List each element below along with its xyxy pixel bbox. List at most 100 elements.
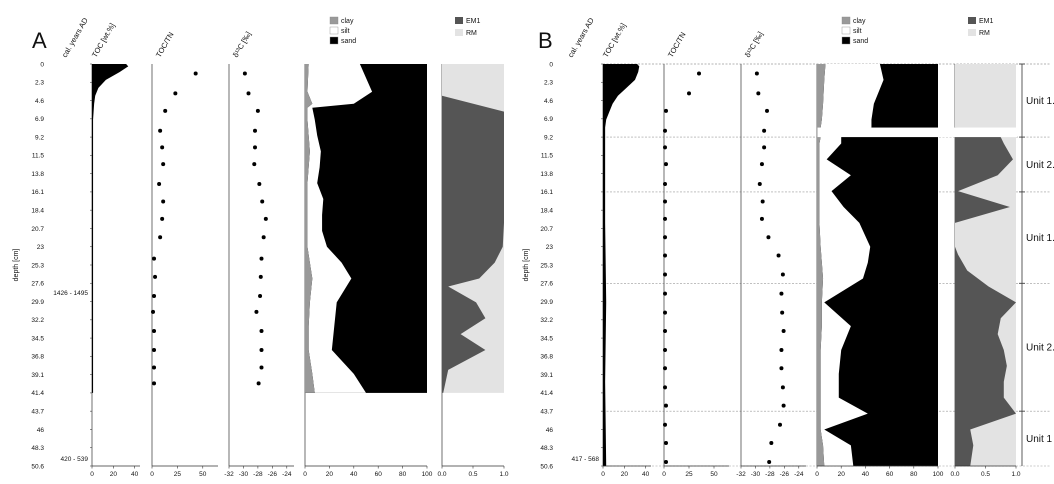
panel-a-em-tick-0: 0.0: [437, 471, 446, 478]
panel-a-depth-tick-8: 18.4: [31, 207, 44, 214]
panel-a-legend-clay: clay: [341, 18, 354, 25]
panel-b-d13c-point-18: [781, 403, 786, 408]
panel-b-legend-swatch-em1: [968, 17, 976, 24]
panel-a-d13c-point-7: [260, 199, 265, 204]
panel-a-tocn-point-1: [173, 91, 178, 96]
panel-a-tocn-point-8: [160, 216, 165, 221]
panel-a-tocn-title: TOC/TN: [154, 30, 176, 59]
panel-b-d13c-title: δ¹³C [‰]: [743, 30, 765, 59]
panel-a-age-header: cal. years AD: [60, 16, 90, 59]
panel-b-d13c-point-5: [759, 162, 764, 167]
panel-a-d13c-point-13: [254, 309, 259, 314]
panel-a-d13c-title: δ¹³C [‰]: [231, 30, 253, 59]
panel-a-grain-tick-3: 60: [375, 471, 383, 478]
panel-b-d13c-tick-1: -30: [751, 471, 761, 478]
panel-b-tocn-point-14: [663, 328, 667, 333]
panel-b-em-tick-0: 0.0: [950, 471, 959, 478]
panel-b-tocn-point-1: [687, 91, 691, 96]
panel-b-d13c-point-14: [781, 328, 786, 333]
panel-a-d13c-tick-0: -32: [224, 471, 234, 478]
panel-b-depth-tick-6: 13.8: [540, 171, 553, 178]
panel-b-depth-tick-2: 4.6: [544, 98, 553, 105]
panel-b-depth-tick-8: 18.4: [540, 207, 553, 214]
panel-a-depth-tick-21: 48.3: [31, 445, 44, 452]
panel-b-d13c-point-6: [757, 181, 762, 186]
panel-b-legend-silt: silt: [853, 28, 862, 35]
panel-a-legend-swatch-sand: [329, 36, 339, 45]
panel-a-legend-swatch-em1: [455, 17, 463, 24]
panel-a-d13c-point-10: [259, 256, 264, 261]
panel-b-depth-tick-18: 41.4: [540, 390, 553, 397]
panel-a-depth-tick-19: 43.7: [31, 408, 44, 415]
panel-a-grain-tick-1: 20: [326, 471, 334, 478]
panel-b-d13c-point-15: [779, 348, 784, 353]
panel-b-d13c-point-12: [779, 291, 784, 296]
panel-a-tocn-point-12: [152, 293, 157, 298]
panel-b-depth-tick-10: 23: [546, 244, 554, 251]
panel-b-depth-tick-5: 11.5: [541, 153, 554, 160]
panel-a-letter: A: [32, 28, 47, 53]
panel-a-depth-tick-0: 0: [40, 61, 44, 68]
panel-b-depth-tick-0: 0: [549, 61, 553, 68]
panel-b-em1-area: [955, 64, 1016, 466]
panel-a-d13c-point-8: [263, 216, 268, 221]
panel-a-depth-tick-4: 9.2: [35, 134, 44, 141]
panel-a-depth-tick-9: 20.7: [31, 226, 44, 233]
panel-a-em1-area: [442, 64, 504, 393]
panel-a-grain-tick-4: 80: [399, 471, 407, 478]
panel-b-d13c-point-11: [780, 272, 785, 277]
panel-b-depth-tick-22: 50.6: [540, 463, 553, 470]
panel-b-tocn-point-4: [663, 145, 667, 150]
panel-a-toc-area: [92, 64, 129, 393]
panel-b-em-gap: [954, 127, 1017, 138]
panel-b-grain-tick-1: 20: [838, 471, 846, 478]
panel-b-toc-tick-1: 20: [621, 471, 629, 478]
panel-b-age-header: cal. years AD: [566, 16, 596, 59]
panel-a-tocn-tick-2: 50: [199, 471, 207, 478]
panel-a-silt-area: [307, 64, 373, 393]
panel-b-d13c-point-13: [780, 310, 785, 315]
panel-b-tocn-point-9: [663, 235, 667, 240]
panel-b-depth-tick-13: 29.9: [540, 299, 553, 306]
panel-a-grain-tick-0: 0: [303, 471, 307, 478]
panel-a-tocn-point-9: [158, 235, 163, 240]
panel-b-d13c-point-2: [765, 108, 769, 113]
panel-b-tocn-point-18: [664, 403, 668, 408]
panel-a-legend-sand: sand: [341, 38, 356, 45]
panel-b-tocn-title: TOC/TN: [666, 30, 688, 59]
panel-b-grain-gap: [817, 127, 959, 138]
panel-a-tocn-point-10: [152, 256, 157, 261]
panel-a-grain-tick-2: 40: [350, 471, 358, 478]
panel-b-depth-tick-21: 48.3: [540, 445, 553, 452]
panel-b-legend-clay: clay: [853, 18, 866, 25]
panel-a-tocn-point-3: [158, 128, 163, 133]
panel-b-toc-tick-2: 40: [642, 471, 650, 478]
panel-a-depth-tick-1: 2.3: [35, 80, 44, 87]
panel-b-legend-rm: RM: [979, 30, 990, 37]
panel-b-legend-swatch-silt: [841, 26, 851, 35]
panel-b-grain-tick-4: 80: [910, 471, 918, 478]
panel-a-d13c-tick-4: -24: [282, 471, 292, 478]
panel-a-tocn-point-4: [160, 145, 165, 150]
panel-a-d13c-point-4: [253, 145, 257, 150]
panel-b-tocn-point-15: [663, 348, 667, 353]
panel-a-depth-tick-6: 13.8: [31, 171, 44, 178]
panel-b-d13c-point-17: [780, 385, 785, 390]
panel-b-unit-label-3: Unit 2.: [1026, 343, 1054, 354]
panel-b-tocn-tick-1: 25: [685, 471, 693, 478]
panel-a-d13c-point-0: [242, 71, 247, 76]
panel-a-d13c-point-1: [246, 91, 251, 96]
panel-b-tocn-point-11: [663, 272, 667, 277]
panel-a-d13c-tick-1: -30: [239, 471, 249, 478]
panel-b-tocn-tick-2: 50: [710, 471, 718, 478]
panel-b-unit-label-2: Unit 1.: [1026, 233, 1054, 244]
panel-b-em-tick-1: 0.5: [981, 471, 990, 478]
panel-a-d13c-point-5: [252, 162, 257, 167]
panel-a-depth-tick-12: 27.6: [31, 281, 44, 288]
panel-a-depth-label: depth [cm]: [13, 249, 20, 282]
panel-b-em-tick-2: 1.0: [1011, 471, 1020, 478]
panel-a-depth-tick-2: 4.6: [35, 98, 44, 105]
panel-b-depth-tick-4: 9.2: [544, 134, 553, 141]
panel-a-depth-tick-5: 11.5: [32, 153, 45, 160]
